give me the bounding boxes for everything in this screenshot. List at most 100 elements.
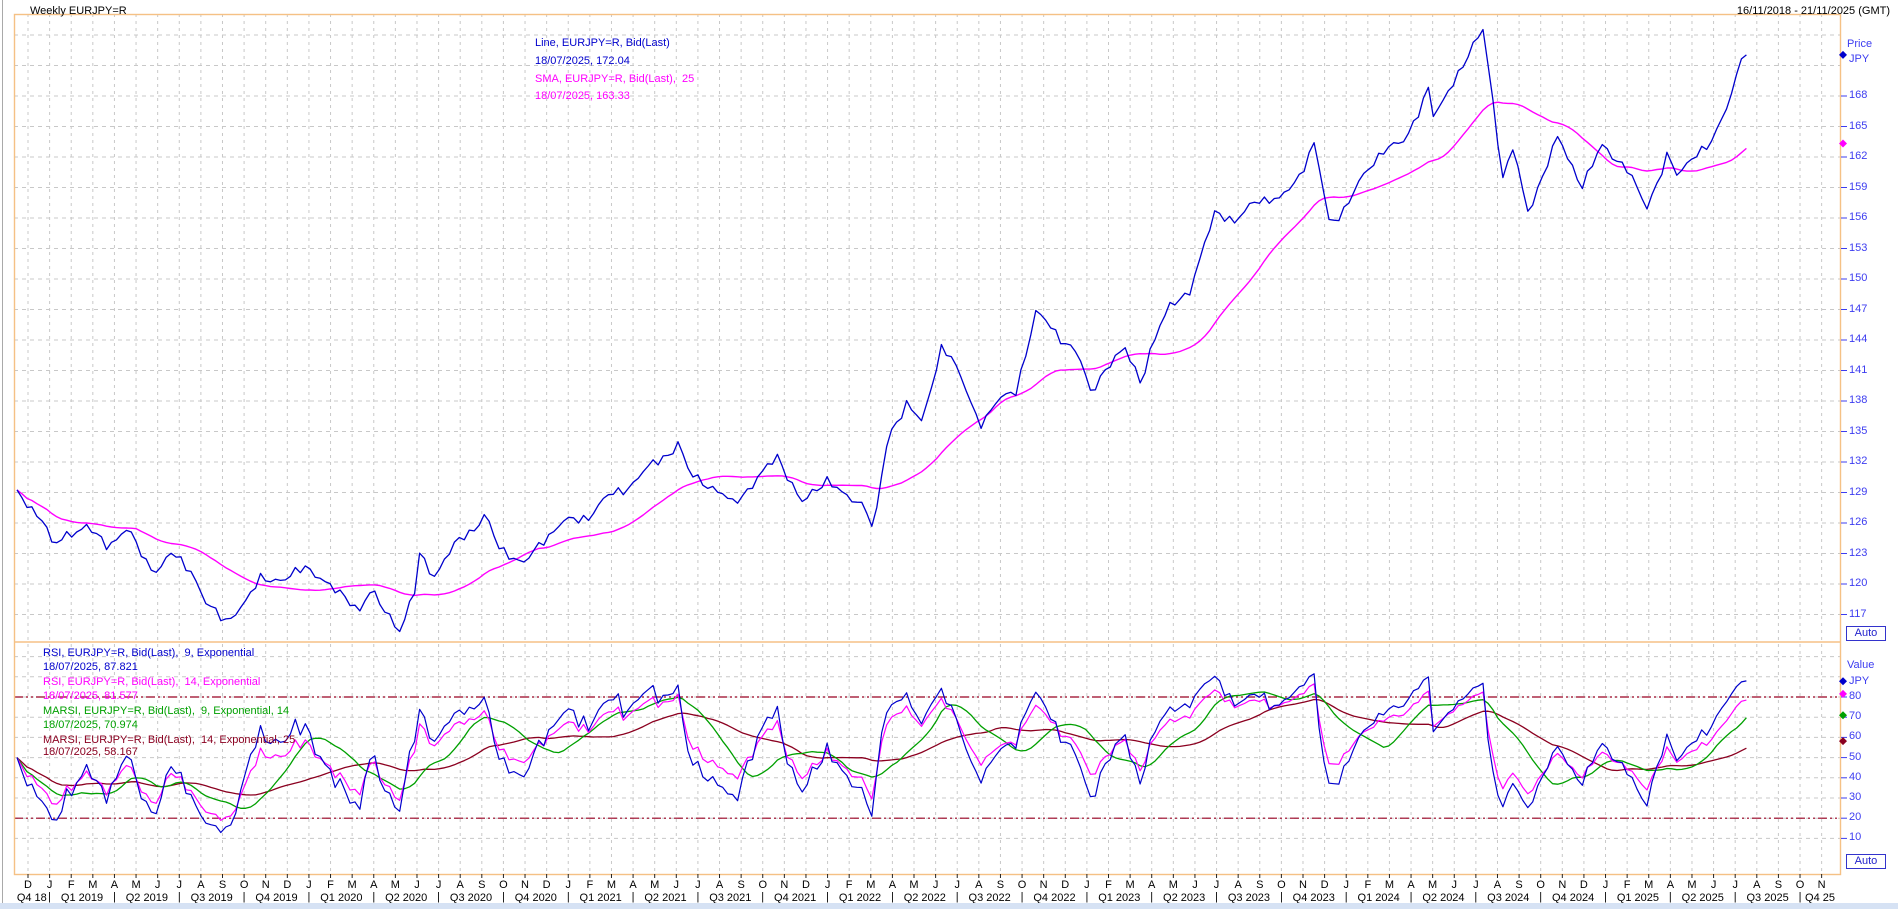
month-label: F <box>67 879 75 891</box>
month-label: O <box>1017 879 1027 891</box>
value-tick-label: 40 <box>1849 770 1862 783</box>
quarter-separator: | <box>242 891 246 903</box>
quarter-separator: | <box>501 891 505 903</box>
value-tick-label: 50 <box>1849 750 1862 763</box>
month-label: J <box>932 879 939 891</box>
month-label: J <box>824 879 831 891</box>
value-tick-label: 30 <box>1849 791 1862 803</box>
month-label: A <box>1666 879 1675 891</box>
month-label: J <box>1602 879 1609 891</box>
month-label: O <box>1536 879 1545 891</box>
month-label: D <box>1061 879 1070 891</box>
quarter-separator: | <box>307 891 311 903</box>
month-label: F <box>1623 879 1631 891</box>
quarter-label: Q4 2019 <box>255 892 298 904</box>
value-marker-diamond <box>1839 677 1847 686</box>
main-legend-line: 18/07/2025, 163.33 <box>535 90 630 102</box>
quarter-label: Q3 2019 <box>190 892 233 904</box>
quarter-label: Q3 2023 <box>1227 892 1271 904</box>
rsi-legend-line: RSI, EURJPY=R, Bid(Last), 9, Exponential <box>43 647 255 659</box>
chart-frame <box>13 13 1842 876</box>
price-tick-label: 162 <box>1849 150 1868 162</box>
quarter-separator: | <box>1279 891 1283 903</box>
rsi-legend-line: 18/07/2025, 70.974 <box>43 719 138 731</box>
quarter-label: Q2 2021 <box>644 892 687 904</box>
month-label: M <box>909 879 919 891</box>
month-label: J <box>1192 879 1198 891</box>
quarter-separator: | <box>955 891 959 903</box>
quarter-label: Q4 25 <box>1805 892 1835 904</box>
window-bottom-strip <box>0 903 1898 909</box>
month-label: D <box>542 879 551 891</box>
price-tick-label: 159 <box>1849 180 1868 193</box>
month-label: M <box>1687 879 1697 891</box>
month-label: M <box>1168 879 1178 891</box>
rsi14-line <box>16 683 1747 821</box>
month-label: A <box>1493 879 1502 891</box>
quarter-label: Q3 2020 <box>449 892 493 904</box>
price-tick-label: 150 <box>1849 272 1868 284</box>
quarter-label: Q4 2023 <box>1292 892 1335 904</box>
value-axis-auto-button[interactable]: Auto <box>1846 854 1886 869</box>
price-axis-header: Price <box>1847 38 1873 50</box>
month-label: D <box>283 879 292 891</box>
quarter-label: Q1 2019 <box>60 892 104 904</box>
value-tick-label: 10 <box>1849 831 1862 844</box>
month-label: D <box>24 879 32 891</box>
quarter-separator: | <box>1668 891 1672 903</box>
month-label: M <box>88 879 98 891</box>
month-label: J <box>46 879 53 891</box>
month-label: N <box>1558 879 1567 891</box>
month-label: S <box>1515 879 1523 891</box>
month-label: J <box>695 879 701 891</box>
quarter-label: Q3 2021 <box>709 892 752 904</box>
price-tick-label: 156 <box>1849 211 1868 223</box>
price-marker-diamond <box>1839 50 1847 59</box>
value-tick-label: 80 <box>1849 690 1862 702</box>
price-tick-label: 123 <box>1849 546 1868 559</box>
month-label: J <box>435 879 442 891</box>
month-label: M <box>606 879 617 891</box>
month-label: N <box>1299 879 1307 891</box>
month-label: S <box>996 879 1005 891</box>
main-legend-line: Line, EURJPY=R, Bid(Last) <box>535 37 670 49</box>
quarter-label: Q1 2024 <box>1357 892 1400 904</box>
price-tick-label: 153 <box>1849 241 1868 254</box>
quarter-label: Q4 2022 <box>1033 892 1076 904</box>
month-label: M <box>650 879 660 891</box>
month-label: N <box>261 879 270 891</box>
month-label: A <box>1753 879 1761 891</box>
rsi-legend-line: 18/07/2025, 58.167 <box>43 746 138 758</box>
month-label: M <box>390 879 400 891</box>
quarter-separator: | <box>1539 891 1543 903</box>
month-label: A <box>888 879 897 891</box>
month-label: D <box>801 879 810 891</box>
month-label: J <box>1343 879 1349 891</box>
rsi-legend-line: MARSI, EURJPY=R, Bid(Last), 14, Exponent… <box>43 734 296 746</box>
month-label: A <box>370 879 378 891</box>
quarter-separator: | <box>1798 891 1802 903</box>
price-axis-currency: JPY <box>1849 53 1870 65</box>
month-label: A <box>975 879 983 891</box>
quarter-separator: | <box>1604 891 1607 903</box>
quarter-separator: | <box>1733 891 1737 903</box>
month-label: M <box>1125 879 1135 891</box>
rsi-legend-line: 18/07/2025, 87.821 <box>43 661 138 673</box>
quarter-label: Q4 18 <box>16 892 47 904</box>
price-axis-auto-button[interactable]: Auto <box>1846 626 1886 641</box>
quarter-separator: | <box>113 891 116 903</box>
rsi-legend-line: MARSI, EURJPY=R, Bid(Last), 9, Exponenti… <box>43 705 290 717</box>
quarter-separator: | <box>631 891 635 903</box>
quarter-label: Q3 2022 <box>968 892 1011 904</box>
month-label: S <box>737 879 745 891</box>
value-axis-currency: JPY <box>1849 675 1870 687</box>
month-label: A <box>629 879 637 891</box>
value-marker-diamond <box>1839 711 1847 720</box>
main-legend-line: SMA, EURJPY=R, Bid(Last), 25 <box>535 73 695 85</box>
month-label: J <box>414 879 420 891</box>
quarter-label: Q2 2024 <box>1422 892 1465 904</box>
month-label: D <box>1579 879 1588 891</box>
month-label: F <box>1105 879 1112 891</box>
